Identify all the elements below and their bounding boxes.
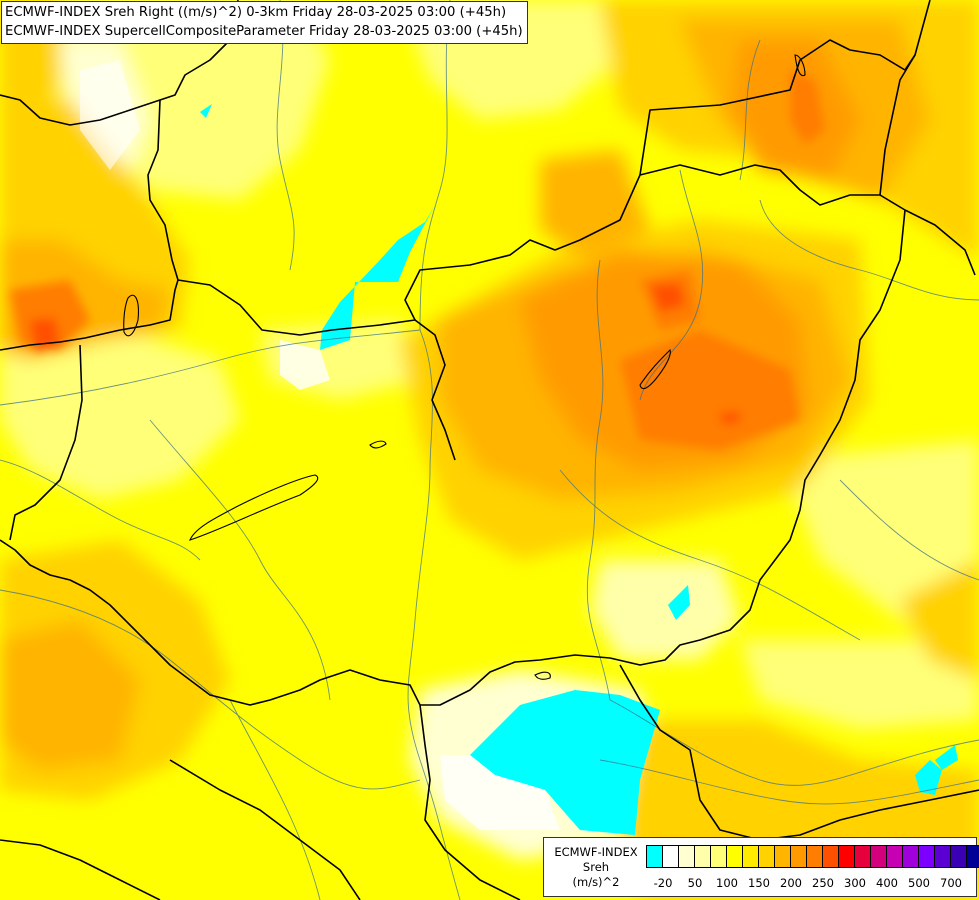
title-line-1: ECMWF-INDEX Sreh Right ((m/s)^2) 0-3km F… <box>5 5 507 20</box>
legend-swatch <box>903 846 919 867</box>
legend-parameter-label: Sreh <box>582 860 610 874</box>
legend-swatch <box>919 846 935 867</box>
legend-swatch <box>839 846 855 867</box>
legend-model-label: ECMWF-INDEX <box>554 845 638 859</box>
legend-swatch <box>695 846 711 867</box>
lake-outlines <box>123 54 806 680</box>
legend-tick-label: -20 <box>653 876 673 890</box>
legend-swatch <box>855 846 871 867</box>
legend-swatch <box>951 846 967 867</box>
legend-tick-label: 50 <box>687 876 703 890</box>
legend-swatch <box>679 846 695 867</box>
legend-tick-label: 400 <box>876 876 898 890</box>
legend-swatch <box>775 846 791 867</box>
legend-tick-label: 250 <box>812 876 834 890</box>
color-legend: ECMWF-INDEX Sreh (m/s)^2 -20 50 100 150 200 2… <box>543 837 979 897</box>
title-line-2: ECMWF-INDEX SupercellCompositeParameter … <box>5 24 523 39</box>
legend-swatch <box>823 846 839 867</box>
chart-title-box: ECMWF-INDEX Sreh Right ((m/s)^2) 0-3km F… <box>1 1 528 44</box>
legend-unit-label: (m/s)^2 <box>572 875 620 889</box>
legend-swatch <box>935 846 951 867</box>
legend-swatch <box>727 846 743 867</box>
legend-tick-label: 700 <box>940 876 962 890</box>
legend-tick-label: 500 <box>908 876 930 890</box>
legend-swatch <box>807 846 823 867</box>
legend-swatch <box>663 846 679 867</box>
legend-tick-label: 300 <box>844 876 866 890</box>
legend-swatch <box>791 846 807 867</box>
legend-swatch <box>711 846 727 867</box>
legend-swatch <box>871 846 887 867</box>
legend-swatch <box>759 846 775 867</box>
legend-tick-label: 150 <box>748 876 770 890</box>
legend-tick-label: 200 <box>780 876 802 890</box>
legend-swatch <box>967 846 979 867</box>
legend-swatch <box>887 846 903 867</box>
legend-color-bar <box>646 845 979 868</box>
legend-swatch <box>743 846 759 867</box>
legend-tick-label: 100 <box>716 876 738 890</box>
legend-swatch <box>647 846 663 867</box>
legend-title: ECMWF-INDEX Sreh (m/s)^2 <box>550 845 642 890</box>
